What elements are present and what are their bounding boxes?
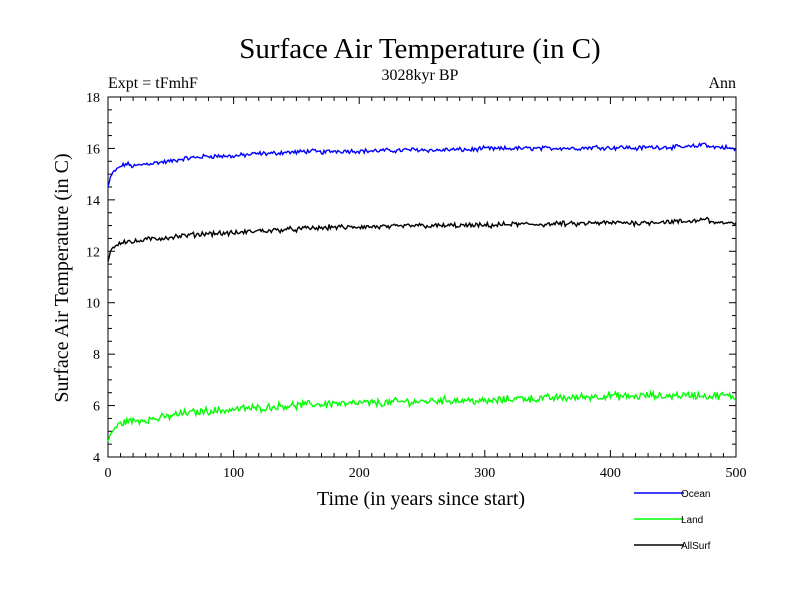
chart-title: Surface Air Temperature (in C) xyxy=(239,33,600,65)
x-tick-label: 300 xyxy=(474,466,495,481)
x-axis-label: Time (in years since start) xyxy=(317,488,525,510)
x-tick-label: 500 xyxy=(726,466,747,481)
x-tick-label: 200 xyxy=(349,466,370,481)
x-tick-label: 0 xyxy=(105,466,112,481)
y-axis-label: Surface Air Temperature (in C) xyxy=(51,153,73,402)
chart-subtitle: 3028kyr BP xyxy=(382,67,459,84)
series-line-ocean xyxy=(107,141,737,188)
y-tick-label: 4 xyxy=(93,451,100,466)
y-tick-label: 10 xyxy=(86,297,100,312)
y-tick-label: 16 xyxy=(86,142,100,157)
series-lines xyxy=(107,141,737,442)
legend: Ocean Land AllSurf xyxy=(634,489,711,552)
legend-label-land: Land xyxy=(681,515,703,526)
series-line-land xyxy=(107,389,737,442)
y-tick-label: 14 xyxy=(86,194,100,209)
y-tick-label: 18 xyxy=(86,91,100,106)
axis-ticks: 0 100 200 300 400 500 4 6 8 10 12 14 16 18 xyxy=(86,91,747,481)
x-tick-label: 100 xyxy=(223,466,244,481)
season-label: Ann xyxy=(708,75,736,92)
y-tick-label: 12 xyxy=(86,245,100,260)
series-line-allsurf xyxy=(107,216,737,262)
legend-label-allsurf: AllSurf xyxy=(681,541,711,552)
y-tick-label: 6 xyxy=(93,400,100,415)
y-tick-label: 8 xyxy=(93,348,100,363)
experiment-label: Expt = tFmhF xyxy=(108,75,198,92)
legend-label-ocean: Ocean xyxy=(681,489,710,500)
x-tick-label: 400 xyxy=(600,466,621,481)
